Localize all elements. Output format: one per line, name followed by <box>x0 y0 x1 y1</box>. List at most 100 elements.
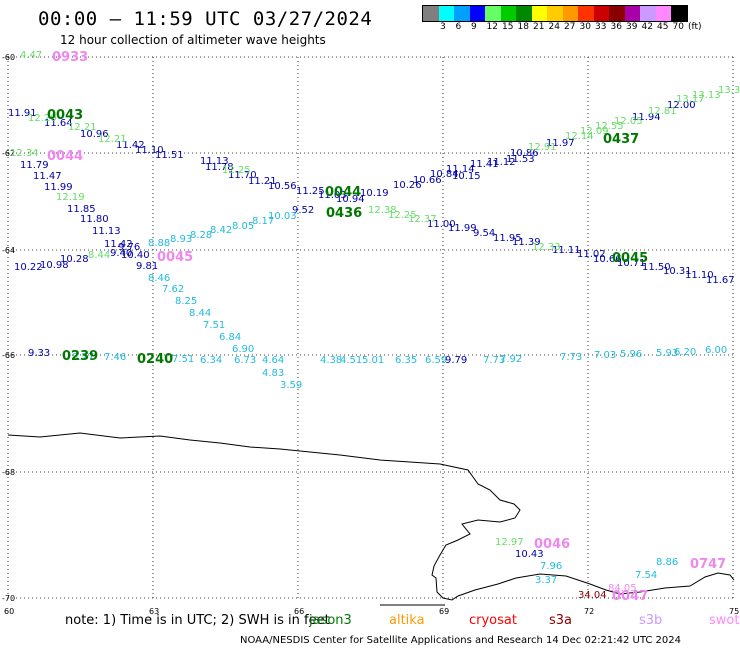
wave-height-value: 11.02 <box>577 249 606 260</box>
wave-height-value: 7.51 <box>203 320 225 331</box>
wave-height-value: 5.01 <box>362 355 384 366</box>
wave-height-value: 13.13 <box>692 90 721 101</box>
wave-height-value: 12.21 <box>68 122 97 133</box>
wave-height-value: 12.20 <box>28 113 57 124</box>
wave-height-value: 9.76 <box>118 242 140 253</box>
wave-height-value: 10.26 <box>393 180 422 191</box>
wave-height-value: 11.39 <box>512 237 541 248</box>
pass-time-label: 0240 <box>137 352 173 367</box>
pass-time-label: 0239 <box>62 349 98 364</box>
wave-height-value: 11.64 <box>44 118 73 129</box>
mission-label-s3a: s3a <box>549 613 573 628</box>
wave-height-value: 12.37 <box>408 214 437 225</box>
wave-height-value: 8.05 <box>232 221 254 232</box>
wave-height-value: 11.47 <box>33 171 62 182</box>
wave-height-value: 12.38 <box>368 205 397 216</box>
legend-label: 24 <box>548 22 560 32</box>
latitude-label: -70 <box>2 594 15 603</box>
wave-height-value: 12.81 <box>648 106 677 117</box>
wave-height-value: 11.42 <box>104 239 133 250</box>
wave-height-value: 11.25 <box>296 186 325 197</box>
wave-height-value: 11.03 <box>318 190 347 201</box>
wave-height-value: 11.10 <box>685 270 714 281</box>
wave-height-value: 7.73 <box>560 352 582 363</box>
legend-swatch <box>438 6 454 21</box>
legend-label: 9 <box>471 22 477 32</box>
pass-time-label: 0436 <box>326 206 362 221</box>
legend-swatch <box>578 6 594 21</box>
wave-height-value: 3.37 <box>535 575 557 586</box>
legend-label: 3 <box>440 22 446 32</box>
wave-height-value: 8.25 <box>175 296 197 307</box>
wave-height-value: 12.33 <box>532 242 561 253</box>
wave-height-value: 11.53 <box>506 154 535 165</box>
wave-height-value: 6.35 <box>395 355 417 366</box>
wave-height-value: 7.92 <box>500 354 522 365</box>
wave-height-value: 11.95 <box>493 233 522 244</box>
wave-height-value: 11.80 <box>80 214 109 225</box>
wave-height-value: 9.40 <box>110 248 132 259</box>
wave-height-value: 3.59 <box>280 380 302 391</box>
legend-swatch <box>423 6 439 21</box>
latitude-label: -60 <box>2 53 15 62</box>
legend-swatch <box>547 6 563 21</box>
footer-note: note: 1) Time is in UTC; 2) SWH is in fe… <box>65 613 330 628</box>
wave-height-value: 12.21 <box>98 134 127 145</box>
wave-height-value: 7.51 <box>172 354 194 365</box>
wave-height-value: 10.84 <box>430 169 459 180</box>
wave-height-value: 10.28 <box>60 254 89 265</box>
mission-label-s3b: s3b <box>639 613 663 628</box>
legend-label: 36 <box>610 22 622 32</box>
wave-height-value: 6.73 <box>234 355 256 366</box>
wave-height-value: 4.47 <box>20 50 42 61</box>
wave-height-value: 10.98 <box>40 260 69 271</box>
wave-height-value: 12.09 <box>580 126 609 137</box>
legend-label: 30 <box>579 22 591 32</box>
wave-height-tracks: 11.9111.6410.9611.4211.1011.5111.1311.78… <box>8 50 740 601</box>
wave-height-value: 34.04 <box>578 590 607 601</box>
legend-label: 6 <box>455 22 462 32</box>
wave-height-value: 10.15 <box>452 171 481 182</box>
wave-height-value: 12.00 <box>667 100 696 111</box>
wave-height-value: 10.19 <box>360 188 389 199</box>
wave-height-value: 11.67 <box>706 275 735 286</box>
wave-height-value: 11.50 <box>642 262 671 273</box>
legend-label: 27 <box>564 22 576 32</box>
longitude-label: 69 <box>439 607 449 616</box>
pass-time-label: 0044 <box>47 149 83 164</box>
wave-height-value: 10.94 <box>336 194 365 205</box>
wave-height-value: 4.38 <box>320 355 342 366</box>
wave-height-value: 13.17 <box>676 94 705 105</box>
legend-label: 18 <box>517 22 529 32</box>
wave-height-value: 12.05 <box>614 116 643 127</box>
wave-height-value: 6.59 <box>425 355 447 366</box>
wave-height-value: 11.70 <box>228 170 257 181</box>
legend-swatch <box>593 6 609 21</box>
pass-time-label: 0045 <box>157 250 193 265</box>
wave-height-value: 11.13 <box>92 226 121 237</box>
wave-height-value: 9.81 <box>136 261 158 272</box>
wave-height-value: 8.44 <box>88 250 110 261</box>
legend-label: 33 <box>595 22 607 32</box>
legend-label: 45 <box>657 22 669 32</box>
wave-height-value: 12.25 <box>388 210 417 221</box>
longitude-label: 66 <box>294 607 304 616</box>
pass-time-label: 0747 <box>690 557 726 572</box>
wave-height-value: 11.85 <box>67 204 96 215</box>
wave-height-value: 11.79 <box>20 160 49 171</box>
wave-height-value: 12.97 <box>495 537 524 548</box>
wave-height-value: 12.25 <box>222 165 251 176</box>
mission-label-altika: altika <box>389 613 425 628</box>
wave-height-value: 11.99 <box>448 223 477 234</box>
pass-time-label: 0043 <box>47 108 83 123</box>
latitude-label: -66 <box>2 351 15 360</box>
longitude-label: 60 <box>4 607 14 616</box>
wave-height-value: 12.91 <box>528 142 557 153</box>
wave-height-value: 7.96 <box>540 561 562 572</box>
longitude-label: 72 <box>584 607 594 616</box>
wave-height-value: 10.22 <box>14 262 43 273</box>
legend-label: 15 <box>502 22 514 32</box>
legend-label: 70 <box>672 22 684 32</box>
wave-height-value: 8.44 <box>189 308 211 319</box>
wave-height-value: 8.46 <box>148 273 170 284</box>
